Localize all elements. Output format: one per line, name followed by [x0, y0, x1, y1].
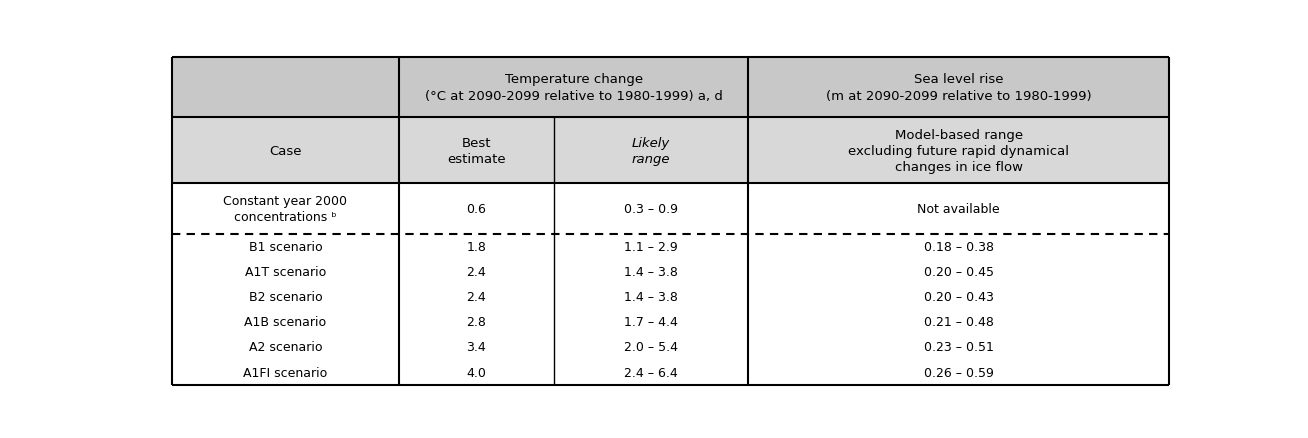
Text: 0.3 – 0.9: 0.3 – 0.9	[624, 202, 678, 215]
Text: A1T scenario: A1T scenario	[245, 265, 326, 279]
Bar	[399, 118, 553, 184]
Bar	[748, 335, 1169, 360]
Text: 3.4: 3.4	[467, 341, 487, 353]
Text: B2 scenario: B2 scenario	[249, 290, 322, 304]
Text: Constant year 2000
concentrations ᵇ: Constant year 2000 concentrations ᵇ	[224, 194, 348, 223]
Text: Best
estimate: Best estimate	[447, 136, 506, 165]
Text: 1.4 – 3.8: 1.4 – 3.8	[624, 265, 678, 279]
Bar	[748, 284, 1169, 310]
Bar	[171, 184, 399, 234]
Text: B1 scenario: B1 scenario	[249, 240, 322, 253]
Bar	[553, 118, 748, 184]
Bar	[553, 259, 748, 284]
Text: 1.1 – 2.9: 1.1 – 2.9	[624, 240, 678, 253]
Text: 0.6: 0.6	[467, 202, 487, 215]
Text: Sea level rise
(m at 2090-2099 relative to 1980-1999): Sea level rise (m at 2090-2099 relative …	[825, 73, 1091, 102]
Text: 2.4: 2.4	[467, 265, 487, 279]
Bar	[553, 310, 748, 335]
Text: 2.8: 2.8	[467, 315, 487, 328]
Bar	[399, 360, 553, 385]
Bar	[399, 259, 553, 284]
Bar	[748, 184, 1169, 234]
Bar	[171, 259, 399, 284]
Bar	[171, 335, 399, 360]
Bar	[748, 234, 1169, 259]
Bar	[171, 360, 399, 385]
Text: 1.8: 1.8	[467, 240, 487, 253]
Text: 1.7 – 4.4: 1.7 – 4.4	[624, 315, 678, 328]
Bar	[399, 58, 748, 118]
Bar	[171, 58, 399, 118]
Text: Likely
range: Likely range	[632, 136, 670, 165]
Bar	[399, 184, 553, 234]
Bar	[748, 310, 1169, 335]
Bar	[748, 259, 1169, 284]
Bar	[553, 284, 748, 310]
Bar	[171, 310, 399, 335]
Bar	[553, 360, 748, 385]
Text: 0.20 – 0.43: 0.20 – 0.43	[923, 290, 994, 304]
Text: 2.0 – 5.4: 2.0 – 5.4	[624, 341, 678, 353]
Bar	[748, 118, 1169, 184]
Text: 0.20 – 0.45: 0.20 – 0.45	[923, 265, 994, 279]
Text: 2.4: 2.4	[467, 290, 487, 304]
Text: 0.21 – 0.48: 0.21 – 0.48	[923, 315, 994, 328]
Bar	[171, 234, 399, 259]
Text: 0.18 – 0.38: 0.18 – 0.38	[923, 240, 994, 253]
Text: 0.23 – 0.51: 0.23 – 0.51	[923, 341, 994, 353]
Text: 0.26 – 0.59: 0.26 – 0.59	[923, 366, 994, 379]
Text: Case: Case	[269, 145, 302, 157]
Bar	[171, 118, 399, 184]
Bar	[553, 234, 748, 259]
Text: Model-based range
excluding future rapid dynamical
changes in ice flow: Model-based range excluding future rapid…	[848, 128, 1069, 173]
Text: Not available: Not available	[917, 202, 999, 215]
Bar	[553, 335, 748, 360]
Bar	[748, 58, 1169, 118]
Text: Temperature change
(°C at 2090-2099 relative to 1980-1999) a, d: Temperature change (°C at 2090-2099 rela…	[425, 73, 722, 102]
Bar	[399, 284, 553, 310]
Text: 2.4 – 6.4: 2.4 – 6.4	[624, 366, 678, 379]
Text: 1.4 – 3.8: 1.4 – 3.8	[624, 290, 678, 304]
Text: A1B scenario: A1B scenario	[245, 315, 327, 328]
Bar	[553, 184, 748, 234]
Bar	[399, 234, 553, 259]
Text: A1FI scenario: A1FI scenario	[243, 366, 327, 379]
Bar	[399, 310, 553, 335]
Text: 4.0: 4.0	[467, 366, 487, 379]
Bar	[171, 284, 399, 310]
Bar	[748, 360, 1169, 385]
Bar	[399, 335, 553, 360]
Text: A2 scenario: A2 scenario	[249, 341, 322, 353]
